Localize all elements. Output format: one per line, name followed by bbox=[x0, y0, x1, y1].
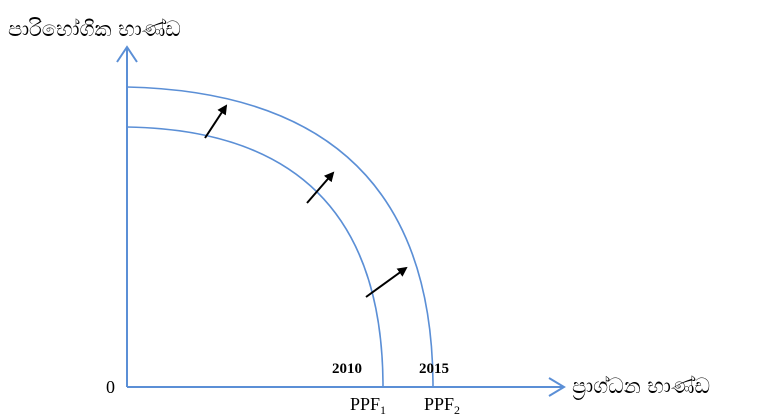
x-axis-arrowhead bbox=[548, 377, 566, 397]
year-label-ppf1: 2010 bbox=[332, 361, 362, 377]
y-axis-arrowhead bbox=[116, 45, 138, 63]
curve-label-ppf1-name: PPF bbox=[350, 394, 380, 414]
y-axis-title: පාරිභෝගික භාණ්ඩ bbox=[8, 17, 181, 41]
curve-label-ppf2-subscript: 2 bbox=[454, 403, 460, 415]
curve-label-ppf1-subscript: 1 bbox=[380, 403, 386, 415]
ppf1-curve bbox=[126, 126, 384, 388]
curve-label-ppf1: PPF1 bbox=[350, 394, 386, 415]
shift-arrow-bottom bbox=[365, 266, 408, 298]
x-axis-title: ප්‍රාග්ධන භාණ්ඩ bbox=[572, 374, 710, 400]
shift-arrow-top bbox=[204, 104, 228, 139]
year-label-ppf2: 2015 bbox=[419, 361, 449, 377]
origin-label: 0 bbox=[106, 377, 115, 397]
ppf2-curve bbox=[126, 86, 434, 388]
curve-label-ppf2: PPF2 bbox=[424, 394, 460, 415]
curve-label-ppf2-name: PPF bbox=[424, 394, 454, 414]
shift-arrow-middle bbox=[306, 171, 335, 204]
